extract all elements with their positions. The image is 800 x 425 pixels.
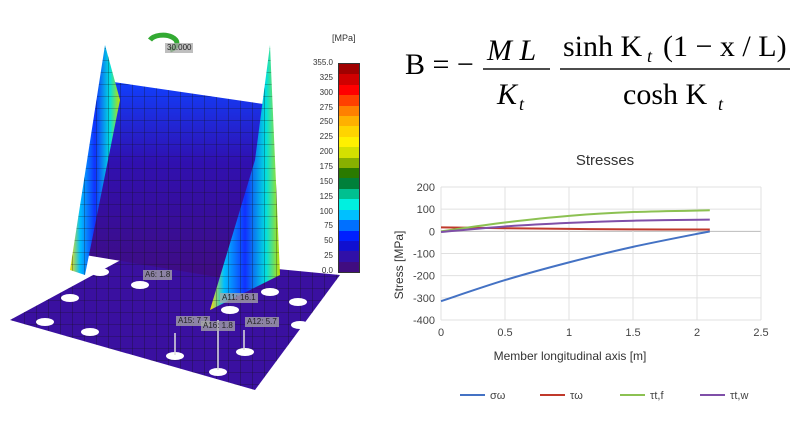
scale-swatch [339, 199, 359, 210]
scale-swatch [339, 126, 359, 137]
series-line-0 [440, 230, 710, 303]
legend-label: τω [570, 390, 583, 402]
x-tick-label: 0.5 [497, 327, 512, 339]
scale-tick: 0.0 [321, 266, 333, 275]
annotation-a16: A16: 1.8 [201, 321, 235, 331]
formula-sub3: t [718, 94, 724, 114]
y-tick-label: 200 [417, 182, 435, 194]
scale-tick: 275 [319, 102, 333, 112]
scale-tick: 175 [319, 162, 333, 171]
formula-num2: sinh K [563, 30, 643, 63]
rotation-label: 30.000 [165, 43, 194, 53]
y-tick-label: 100 [417, 204, 435, 216]
scale-swatch [339, 84, 359, 96]
scale-swatch [339, 74, 359, 85]
scale-swatch [339, 220, 359, 231]
y-tick-label: -200 [413, 271, 435, 283]
formula-num2-tail: (1 − x / L) [663, 30, 787, 63]
x-tick-label: 2.5 [753, 327, 768, 339]
series-line-2 [440, 209, 710, 233]
y-tick-label: -400 [413, 315, 435, 327]
x-tick-label: 1 [566, 327, 572, 339]
fem-stress-view: 30.000 A6: 1.8 A11: 16.1 A15: 7.7 A16: 1… [0, 0, 370, 420]
scale-tick: 75 [324, 221, 333, 231]
formula-lhs: B = − [405, 48, 474, 81]
scale-tick: 325 [319, 72, 333, 82]
annotation-a15: A15: 7.7 [176, 316, 210, 326]
fem-model [10, 32, 340, 390]
color-scale [338, 63, 360, 273]
scale-swatch [339, 251, 359, 262]
legend-label: τt,f [650, 390, 664, 402]
scale-unit: [MPa] [332, 33, 356, 43]
legend-label: τt,w [730, 390, 748, 402]
scale-swatch [339, 64, 359, 75]
annotation-a6: A6: 1.8 [143, 270, 173, 280]
scale-swatch [339, 105, 359, 117]
scale-tick: 200 [319, 147, 333, 157]
scale-swatch [339, 95, 359, 106]
scale-tick: 300 [319, 87, 333, 97]
annotation-a12: A12: 5.7 [245, 317, 279, 327]
scale-swatch [339, 209, 359, 221]
scale-swatch [339, 136, 359, 148]
scale-swatch [339, 230, 359, 241]
scale-swatch [339, 168, 359, 179]
formula-sub2: t [647, 46, 653, 66]
scale-tick: 25 [324, 251, 333, 261]
y-tick-label: 0 [429, 226, 435, 238]
scale-swatch [339, 157, 359, 169]
x-tick-label: 2 [694, 327, 700, 339]
x-tick-label: 1.5 [625, 327, 640, 339]
scale-swatch [339, 178, 359, 189]
scale-tick: 225 [319, 132, 333, 142]
legend-label: σω [490, 390, 506, 402]
scale-tick: 125 [319, 191, 333, 201]
formula-den1: K [496, 78, 519, 111]
annotation-a11: A11: 16.1 [220, 293, 258, 303]
scale-swatch [339, 188, 359, 200]
formula-sub1: t [519, 94, 525, 114]
scale-swatch [339, 116, 359, 127]
scale-swatch [339, 147, 359, 158]
scale-tick: 250 [319, 117, 333, 127]
scale-tick: 150 [319, 176, 333, 186]
formula-num1: M L [486, 34, 536, 67]
scale-tick: 100 [319, 206, 333, 216]
formula-den2: cosh K [623, 78, 707, 111]
series-line-3 [440, 218, 710, 233]
formula: B = − M L K t sinh K t (1 − x / L) cosh … [405, 22, 795, 122]
x-axis-label: Member longitudinal axis [m] [494, 349, 647, 363]
y-tick-label: -100 [413, 249, 435, 261]
y-tick-label: -300 [413, 293, 435, 305]
scale-swatch [339, 240, 359, 252]
y-axis-label: Stress [MPa] [392, 231, 406, 300]
scale-tick: 355.0 [312, 58, 333, 67]
x-tick-label: 0 [438, 327, 444, 339]
scale-tick: 50 [324, 236, 333, 246]
scale-swatch [339, 261, 359, 273]
chart-title: Stresses [576, 152, 634, 169]
